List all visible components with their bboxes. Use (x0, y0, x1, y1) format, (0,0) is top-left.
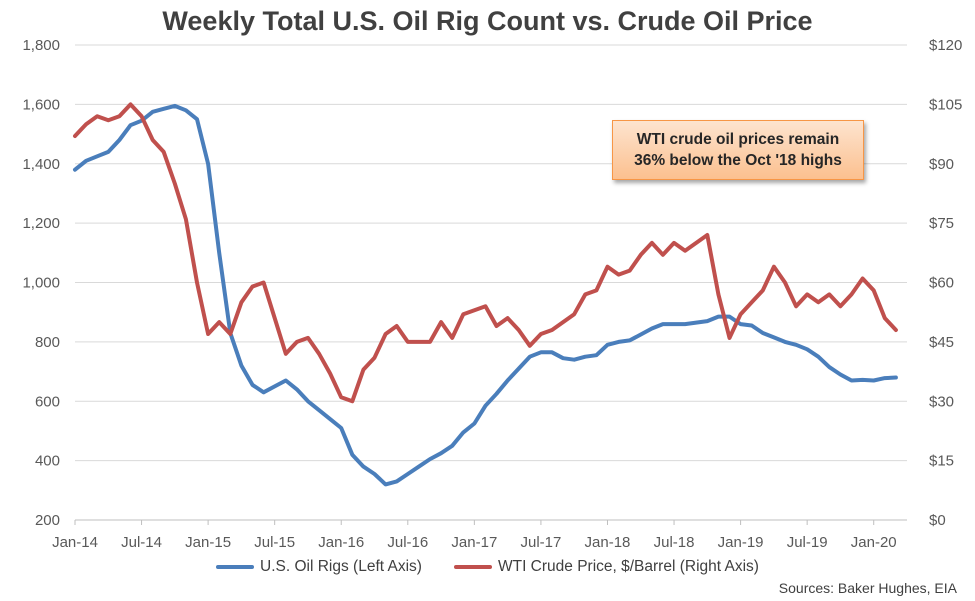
left-tick-label: 1,200 (22, 215, 60, 232)
x-tick-label: Jan-20 (851, 534, 897, 551)
annotation-line-2: 36% below the Oct '18 highs (634, 152, 842, 169)
right-tick-label: $90 (929, 156, 954, 173)
legend-swatch-wti (453, 565, 492, 569)
series-line-wti (73, 102, 898, 404)
x-tick-label: Jan-19 (718, 534, 764, 551)
right-tick-label: $0 (929, 512, 946, 529)
series-line-rigs (73, 103, 898, 487)
x-tick-label: Jul-16 (387, 534, 428, 551)
x-tick-label: Jan-15 (185, 534, 231, 551)
left-tick-label: 400 (35, 453, 60, 470)
x-tick-label: Jan-14 (52, 534, 98, 551)
x-tick-label: Jul-17 (520, 534, 561, 551)
left-tick-label: 1,000 (22, 275, 60, 292)
right-tick-label: $75 (929, 215, 954, 232)
x-tick-label: Jul-14 (121, 534, 162, 551)
left-axis-ticks: 200 400 600 800 1,000 1,200 1,400 1,600 1,800 (22, 37, 60, 529)
left-tick-label: 200 (35, 512, 60, 529)
right-axis-ticks: $0 $15 $30 $45 $60 $75 $90 $105 $120 (929, 37, 962, 529)
right-tick-label: $60 (929, 275, 954, 292)
legend-item-wti: WTI Crude Price, $/Barrel (Right Axis) (453, 558, 759, 576)
right-tick-label: $105 (929, 96, 962, 113)
left-tick-label: 600 (35, 393, 60, 410)
annotation-callout: WTI crude oil prices remain 36% below th… (612, 120, 864, 180)
series-lines (73, 102, 898, 487)
x-tick-label: Jul-18 (654, 534, 695, 551)
legend-label-wti: WTI Crude Price, $/Barrel (Right Axis) (497, 558, 759, 575)
x-tick-label: Jan-18 (585, 534, 631, 551)
left-tick-label: 800 (35, 334, 60, 351)
x-tick-label: Jul-19 (787, 534, 828, 551)
right-tick-label: $15 (929, 453, 954, 470)
annotation-line-1: WTI crude oil prices remain (636, 131, 840, 148)
chart-title: Weekly Total U.S. Oil Rig Count vs. Crud… (162, 6, 813, 36)
right-tick-label: $30 (929, 393, 954, 410)
x-axis-ticks: Jan-14 Jul-14 Jan-15 Jul-15 Jan-16 Jul-16 Jan-… (52, 520, 897, 551)
left-tick-label: 1,800 (22, 37, 60, 54)
legend-label-rigs: U.S. Oil Rigs (Left Axis) (260, 558, 422, 575)
x-tick-label: Jan-17 (451, 534, 497, 551)
x-tick-label: Jan-16 (318, 534, 364, 551)
source-note: Sources: Baker Hughes, EIA (778, 580, 957, 596)
left-tick-label: 1,400 (22, 156, 60, 173)
right-tick-label: $120 (929, 37, 962, 54)
legend-swatch-rigs (216, 565, 255, 569)
left-tick-label: 1,600 (22, 96, 60, 113)
right-tick-label: $45 (929, 334, 954, 351)
x-tick-label: Jul-15 (254, 534, 295, 551)
legend-item-rigs: U.S. Oil Rigs (Left Axis) (216, 558, 422, 576)
legend: U.S. Oil Rigs (Left Axis) WTI Crude Pric… (0, 558, 975, 576)
